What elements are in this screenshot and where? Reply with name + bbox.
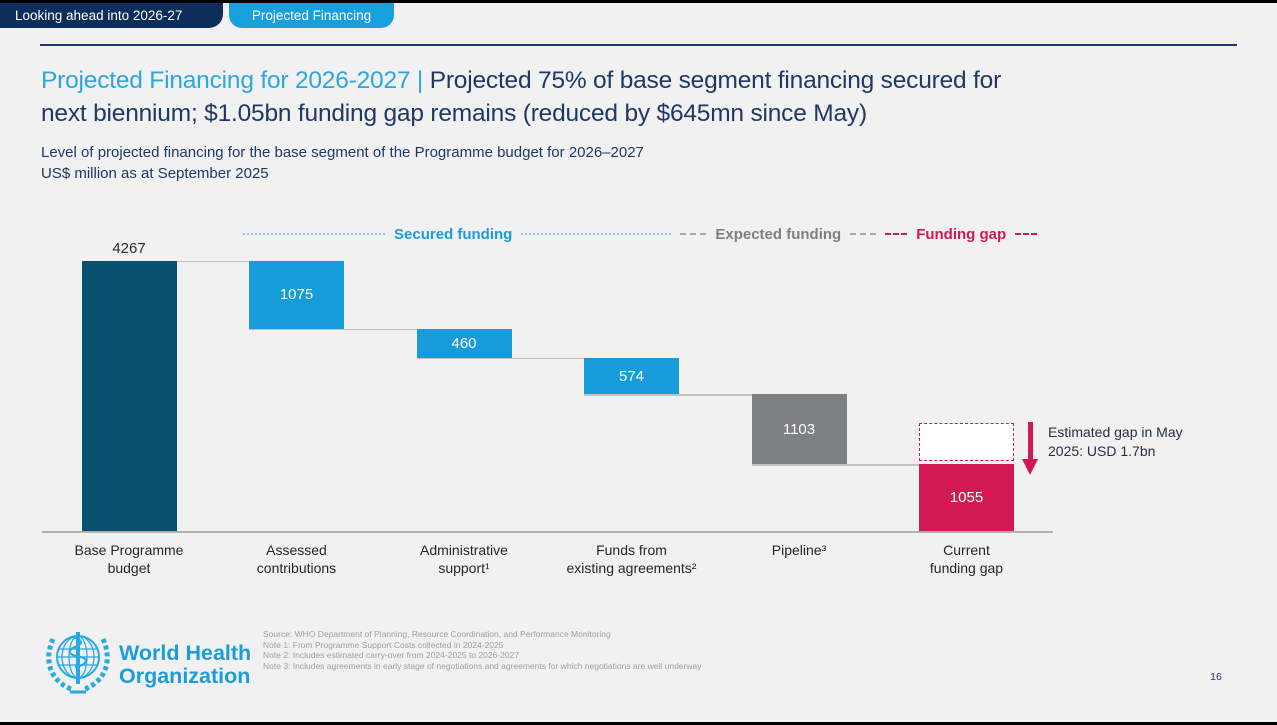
connector-line — [416, 357, 584, 360]
chart-legend: Secured funding Expected funding Funding… — [243, 225, 1038, 243]
connector-line — [751, 464, 919, 466]
who-org-name: World Health Organization — [119, 642, 251, 688]
connector-line — [249, 328, 417, 331]
category-label: Base Programme budget — [74, 542, 184, 576]
legend-dash-line-icon — [885, 233, 908, 235]
waterfall-bar-secured: 574 — [584, 357, 679, 395]
gap-annotation: Estimated gap in May 2025: USD 1.7bn — [1022, 422, 1208, 475]
legend-dash-line-icon — [850, 233, 877, 235]
subtitle: Level of projected financing for the bas… — [41, 142, 644, 184]
waterfall-bar-secured: 460 — [416, 328, 512, 358]
source-note: Note 3: Includes agreements in early sta… — [263, 660, 702, 671]
legend-dash-line-icon — [680, 233, 707, 235]
tab-projected-financing[interactable]: Projected Financing — [229, 3, 394, 28]
waterfall-bar-total — [81, 260, 177, 531]
category-label: Funds from existing agreements² — [566, 542, 697, 576]
legend-funding-gap: Funding gap — [916, 225, 1007, 243]
legend-dash-line-icon — [1015, 233, 1038, 235]
subtitle-line1: Level of projected financing for the bas… — [41, 144, 644, 161]
page-title: Projected Financing for 2026-2027 | Proj… — [41, 64, 1241, 130]
bar-value-label: 460 — [451, 334, 477, 352]
bar-value-label: 1103 — [782, 420, 816, 438]
who-logo-icon — [46, 632, 110, 694]
who-org-name-line2: Organization — [119, 664, 251, 688]
estimated-gap-dashed-box — [919, 423, 1014, 462]
connector-line — [584, 394, 752, 396]
title-highlight: Projected Financing for 2026-2027 | — [41, 67, 430, 94]
bar-value-label: 574 — [618, 367, 645, 385]
who-org-name-line1: World Health — [119, 641, 252, 665]
gap-annotation-text: Estimated gap in May 2025: USD 1.7bn — [1048, 424, 1183, 459]
category-label: Administrative support¹ — [420, 542, 508, 576]
source-note: Note 2: Includes estimated carry-over fr… — [263, 650, 520, 660]
waterfall-bar-expected: 1103 — [751, 394, 847, 465]
page-number: 16 — [1210, 671, 1222, 683]
axis-baseline — [42, 531, 1053, 533]
source-note: Source: WHO Department of Planning, Reso… — [263, 629, 611, 639]
bar-value-label: 1055 — [949, 489, 984, 507]
tab-looking-ahead[interactable]: Looking ahead into 2026-27 — [0, 3, 223, 28]
waterfall-bar-gap: 1055 — [919, 464, 1014, 531]
waterfall-bar-secured: 1075 — [249, 260, 344, 329]
legend-dotted-line-icon — [521, 233, 672, 235]
category-label: Assessed contributions — [256, 542, 337, 576]
source-note: Note 1: From Programme Support Costs col… — [263, 639, 504, 650]
bar-value-label: 1075 — [279, 286, 314, 304]
header-divider — [40, 44, 1237, 46]
slide: Looking ahead into 2026-27 Projected Fin… — [0, 3, 1277, 722]
category-label: Pipeline³ — [771, 542, 827, 558]
legend-secured-funding: Secured funding — [394, 225, 513, 243]
category-label: Current funding gap — [929, 542, 1004, 576]
legend-expected-funding: Expected funding — [715, 225, 842, 243]
waterfall-chart: 4267 Base Programme budget 1075 Assessed co… — [0, 3, 1277, 722]
down-arrow-icon — [1022, 422, 1038, 475]
bar-value-label: 4267 — [112, 239, 146, 257]
connector-line — [176, 260, 249, 263]
subtitle-line2: US$ million as at September 2025 — [41, 165, 269, 182]
title-rest: Projected 75% of base segment financing … — [41, 67, 1002, 127]
legend-dotted-line-icon — [243, 233, 385, 235]
source-notes: Source: WHO Department of Planning, Reso… — [263, 629, 701, 671]
